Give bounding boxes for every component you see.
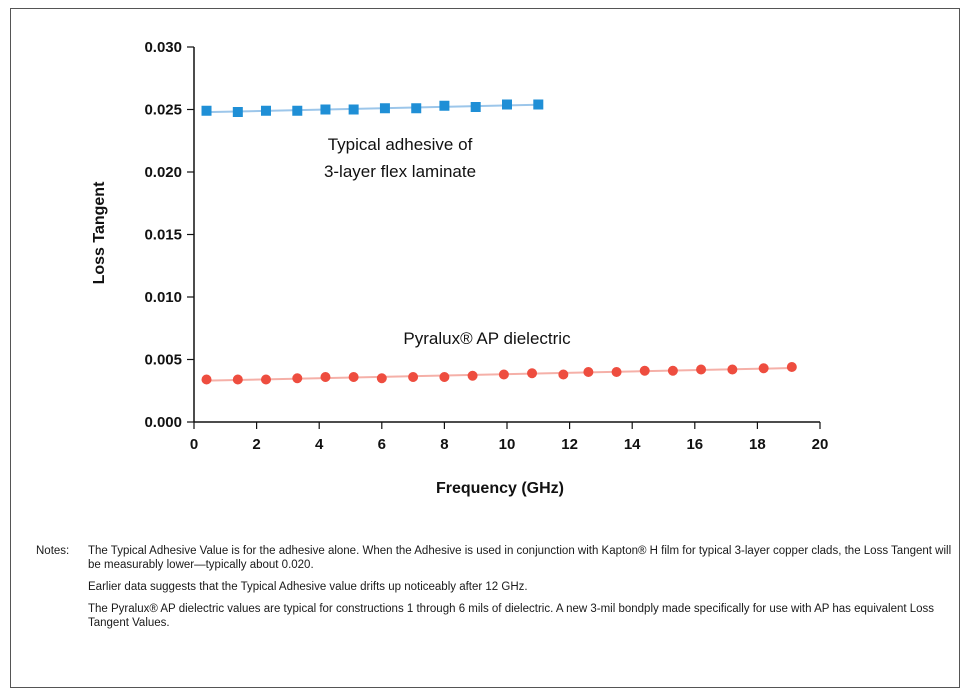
x-tick-label: 0	[190, 436, 198, 453]
data-point-square	[260, 105, 271, 116]
annotation-adhesive-line1: Typical adhesive of	[328, 135, 473, 154]
trend-line	[206, 103, 539, 114]
y-tick-label: 0.005	[144, 352, 182, 369]
data-point-circle	[696, 364, 707, 375]
data-point-circle	[583, 367, 594, 377]
y-tick-label: 0.025	[144, 102, 182, 119]
x-axis-title: Frequency (GHz)	[436, 480, 564, 497]
data-point-circle	[667, 365, 678, 376]
x-tick-label: 12	[561, 436, 578, 453]
x-tick-label: 4	[315, 436, 324, 453]
data-point-circle	[758, 363, 769, 374]
x-tick-label: 18	[749, 436, 766, 453]
data-point-circle	[376, 373, 387, 384]
y-tick-label: 0.020	[144, 164, 182, 181]
data-point-square	[533, 99, 544, 110]
x-tick-label: 16	[686, 436, 703, 453]
annotation-adhesive-line2: 3-layer flex laminate	[324, 162, 476, 181]
x-tick-label: 6	[378, 436, 386, 453]
axes: 0 2 4 6 8 10 12 14 16 18 20 0.000 0.005 0.010 0.015 0.0…	[144, 39, 828, 453]
data-point-circle	[320, 372, 331, 382]
x-tick-label: 10	[499, 436, 516, 453]
note-paragraph: The Typical Adhesive Value is for the ad…	[88, 545, 952, 571]
data-point-square	[502, 99, 512, 110]
data-point-square	[470, 102, 481, 112]
data-point-square	[411, 103, 422, 114]
x-tick-label: 20	[812, 436, 829, 453]
data-point-circle	[611, 367, 622, 377]
data-point-square	[232, 107, 243, 117]
data-point-circle	[260, 374, 271, 385]
y-tick-label: 0.010	[144, 289, 182, 306]
data-point-circle	[292, 373, 303, 384]
y-tick-label: 0.015	[144, 227, 182, 244]
data-point-circle	[527, 368, 538, 379]
data-point-circle	[558, 369, 569, 380]
data-point-circle	[232, 374, 243, 385]
data-point-circle	[467, 370, 478, 381]
y-axis-title: Loss Tangent	[91, 181, 108, 284]
note-paragraph: The Pyralux® AP dielectric values are ty…	[88, 603, 935, 629]
data-point-circle	[201, 374, 212, 385]
data-point-square	[379, 103, 390, 114]
data-point-circle	[786, 362, 797, 372]
annotation-pyralux: Pyralux® AP dielectric	[403, 329, 571, 348]
note-paragraph: Earlier data suggests that the Typical A…	[88, 581, 528, 593]
notes-label: Notes:	[36, 545, 70, 557]
notes-block: Notes: The Typical Adhesive Value is for…	[36, 544, 956, 638]
data-point-square	[348, 104, 359, 115]
data-point-circle	[408, 372, 419, 382]
data-point-square	[292, 105, 303, 116]
data-point-circle	[639, 365, 650, 376]
loss-tangent-chart: 0 2 4 6 8 10 12 14 16 18 20 0.000 0.005 0.010 0.015 0.0…	[91, 39, 828, 497]
x-tick-label: 14	[624, 436, 641, 453]
data-point-circle	[498, 369, 509, 380]
series-layer	[201, 99, 797, 385]
data-point-circle	[727, 364, 738, 375]
data-point-square	[201, 105, 212, 116]
chart-labels: Frequency (GHz) Loss Tangent Typical adh…	[91, 135, 571, 497]
data-point-square	[439, 100, 450, 111]
data-point-square	[320, 104, 331, 115]
data-point-circle	[439, 372, 450, 382]
data-point-circle	[348, 372, 359, 382]
x-tick-label: 2	[252, 436, 260, 453]
y-tick-label: 0.000	[144, 414, 182, 431]
y-tick-label: 0.030	[144, 39, 182, 56]
x-tick-label: 8	[440, 436, 448, 453]
